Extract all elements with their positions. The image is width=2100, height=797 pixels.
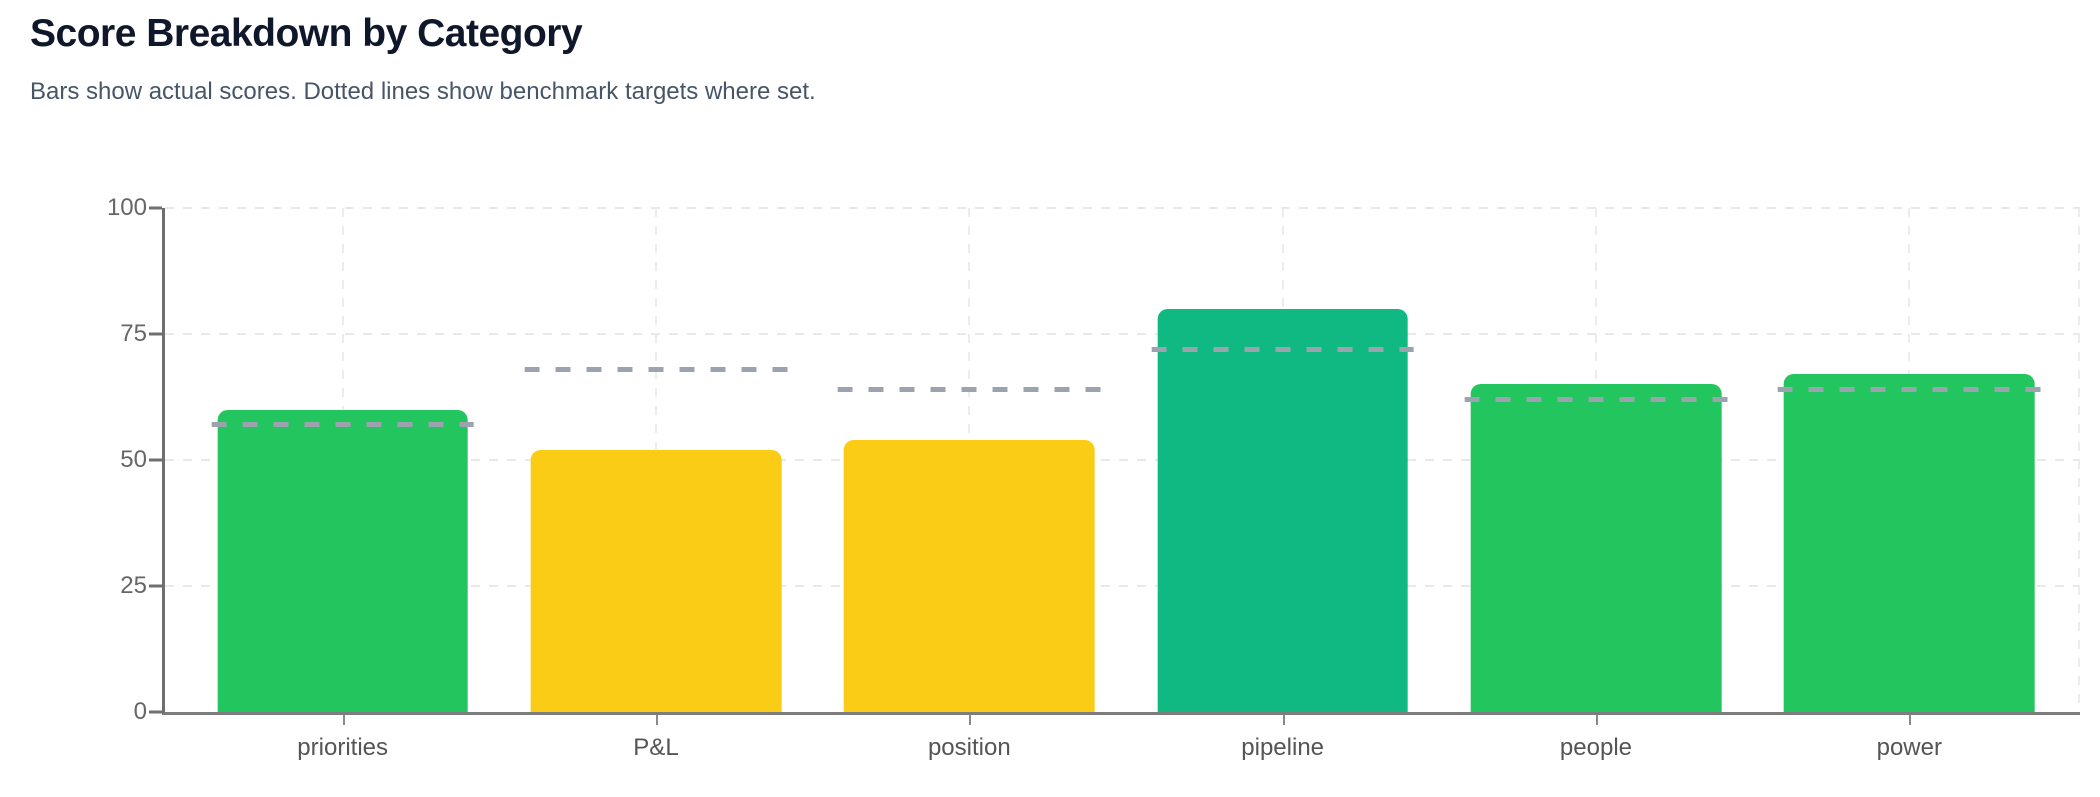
- horizontal-gridline: [165, 459, 2080, 461]
- x-axis-tick: [342, 715, 345, 725]
- x-axis-tick: [1595, 715, 1598, 725]
- score-bar: [1470, 384, 1722, 712]
- score-bar: [530, 449, 782, 712]
- vertical-gridline-right-edge: [2078, 208, 2080, 712]
- x-axis-category-label: pipeline: [1241, 734, 1325, 761]
- benchmark-target-line: [1777, 386, 2041, 392]
- x-axis-tick: [1282, 715, 1285, 725]
- y-axis-tick: [149, 584, 162, 588]
- benchmark-target-line: [211, 422, 474, 428]
- y-axis-tick-label: 100: [106, 194, 147, 221]
- category-band: people: [1439, 208, 1752, 761]
- x-axis-tick: [655, 715, 658, 725]
- page-title: Score Breakdown by Category: [30, 12, 583, 55]
- benchmark-target-line: [524, 366, 788, 372]
- x-axis-category-label: power: [1876, 734, 1942, 761]
- category-band: pipeline: [1126, 208, 1439, 761]
- category-band: power: [1753, 208, 2066, 761]
- y-axis-tick: [149, 458, 162, 462]
- x-axis-tick: [969, 715, 972, 725]
- benchmark-target-line: [837, 386, 1101, 392]
- bar-bands: priorities P&L position pipeline people power: [186, 208, 2066, 761]
- x-axis-category-label: people: [1559, 734, 1633, 761]
- category-band: priorities: [186, 208, 499, 761]
- y-axis-tick-label: 0: [133, 698, 147, 725]
- x-axis-tick: [1909, 715, 1912, 725]
- score-bar: [1783, 374, 2035, 712]
- x-axis-category-label: position: [927, 734, 1011, 761]
- category-band: position: [813, 208, 1126, 761]
- horizontal-gridline: [165, 333, 2080, 335]
- x-axis-category-label: P&L: [633, 734, 679, 761]
- benchmark-target-line: [1151, 346, 1414, 352]
- benchmark-target-line: [1464, 397, 1728, 403]
- x-axis-category-label: priorities: [297, 734, 389, 761]
- y-axis-tick-label: 75: [120, 320, 147, 347]
- y-axis-tick: [149, 710, 162, 714]
- category-band: P&L: [499, 208, 812, 761]
- horizontal-gridline: [165, 585, 2080, 587]
- page-subtitle: Bars show actual scores. Dotted lines sh…: [30, 78, 816, 105]
- y-axis-tick-label: 50: [120, 446, 147, 473]
- score-bar: [217, 409, 468, 712]
- score-bar: [1157, 308, 1408, 712]
- y-axis-tick-label: 25: [120, 572, 147, 599]
- y-axis-tick: [149, 206, 162, 210]
- horizontal-gridline: [165, 207, 2080, 209]
- y-axis-tick: [149, 332, 162, 336]
- bar-chart-plot-area: 0 25 50 75 100 priorities P&L position pipeline p…: [107, 194, 2080, 761]
- score-bar: [843, 439, 1095, 712]
